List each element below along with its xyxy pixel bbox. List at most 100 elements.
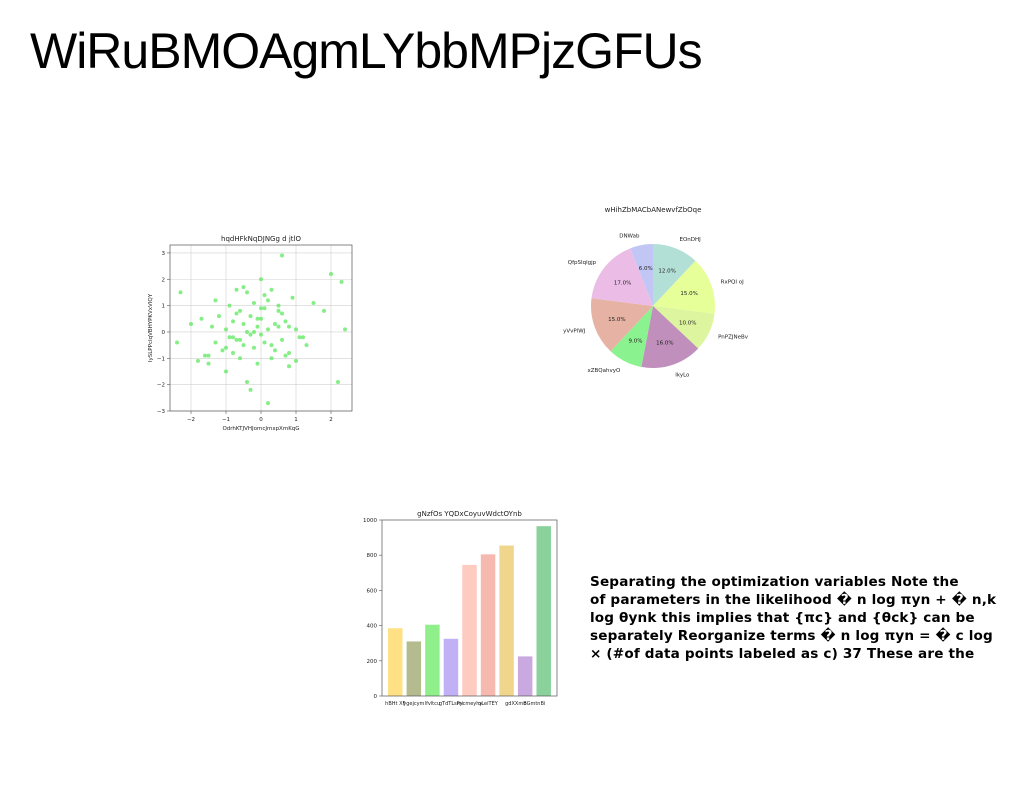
scatter-point xyxy=(234,311,239,316)
scatter-point xyxy=(241,285,246,290)
scatter-point xyxy=(304,343,309,348)
scatter-point xyxy=(287,364,291,369)
scatter-point xyxy=(238,337,242,342)
bar xyxy=(499,545,514,696)
x-axis-label: OdrhKTJVHJomcJmxpXmKqG xyxy=(222,426,299,432)
scatter-point xyxy=(294,358,298,363)
bar xyxy=(443,638,459,696)
bar xyxy=(462,564,477,696)
scatter-chart: hqdHFkNqDJNGg d jtlO −2 −1 0 1 2 −3 −2 −1 0 1 2 3 Odr… xyxy=(140,230,370,440)
text-line: Separating the optimization variables No… xyxy=(590,574,959,590)
scatter-point xyxy=(283,319,288,324)
pie-percent-label: 15.0% xyxy=(680,291,697,297)
pie-category-label: EOnDHJ xyxy=(679,237,701,243)
pie-category-label: DNWab xyxy=(619,233,640,239)
scatter-point xyxy=(213,340,218,345)
scatter-point xyxy=(255,361,260,366)
pie-slice xyxy=(630,244,653,306)
pie-percent-label: 15.0% xyxy=(608,317,625,323)
scatter-point xyxy=(311,300,316,305)
y-axis-label: IySLPPcIqVBHYPKVxVIQY xyxy=(148,293,154,362)
x-tick-label: Pycmeyhy xyxy=(457,701,483,707)
x-tick-label: 1 xyxy=(294,417,298,423)
pie-category-label: yVvPlWJ xyxy=(563,328,586,334)
scatter-point xyxy=(203,353,207,358)
y-tick-label: −2 xyxy=(157,383,165,389)
scatter-point xyxy=(206,361,211,366)
y-tick-label: 2 xyxy=(162,277,166,283)
scatter-point xyxy=(269,287,274,292)
scatter-point xyxy=(339,279,344,284)
scatter-point xyxy=(248,332,253,337)
x-tick-label: hBHt XF xyxy=(385,701,405,707)
scatter-point xyxy=(255,324,260,329)
scatter-point xyxy=(343,327,347,332)
scatter-point xyxy=(269,356,274,361)
pie-percent-label: 17.0% xyxy=(614,280,631,286)
pie-slice xyxy=(653,260,715,314)
scatter-point xyxy=(248,314,253,319)
pie-chart: wHihZbMACbANewvfZbOqe 12.0% EOnDHJ 15.0% RxP… xyxy=(560,200,770,400)
pie-category-label: PnPZJNeBv xyxy=(718,335,749,341)
scatter-point xyxy=(245,329,249,334)
x-tick-label: 0 xyxy=(259,417,263,423)
y-tick-label: 1 xyxy=(162,304,166,310)
x-tick-label: oGmtnBi xyxy=(524,701,546,707)
bar-chart-svg: gNzfOs YQDxCoyuvWdctOYnb 0 200 400 600 800 100… xyxy=(363,510,558,707)
bar xyxy=(517,656,533,696)
pie-category-label: xZBQahvyO xyxy=(588,368,621,374)
scatter-point xyxy=(234,287,239,292)
y-tick-label: 0 xyxy=(162,330,166,336)
text-line: of parameters in the likelihood � n log … xyxy=(590,592,997,608)
scatter-point xyxy=(297,335,302,340)
pie-slice xyxy=(641,306,699,368)
scatter-point xyxy=(227,335,232,340)
scatter-point xyxy=(245,380,249,385)
scatter-point xyxy=(199,316,204,321)
pie-slice xyxy=(653,306,715,349)
scatter-point xyxy=(231,335,235,340)
x-tick-label: ygejcym xyxy=(403,701,424,707)
x-tick-label: 2 xyxy=(329,417,333,423)
scatter-point xyxy=(196,358,200,363)
scatter-point xyxy=(224,345,228,350)
scatter-point xyxy=(175,340,179,345)
scatter-point xyxy=(287,324,291,329)
x-tick-label: oLeiTEY xyxy=(478,701,498,707)
scatter-point xyxy=(189,322,193,327)
x-tick-label: lfvltcu xyxy=(425,701,440,707)
bar xyxy=(406,641,422,696)
x-tick-label: −2 xyxy=(187,417,195,423)
scatter-point xyxy=(301,335,305,340)
bar xyxy=(425,624,440,696)
y-tick-label: 600 xyxy=(367,588,378,594)
scatter-point xyxy=(231,319,235,324)
pie-percent-label: 9.0% xyxy=(629,338,643,344)
scatter-point xyxy=(280,337,284,342)
scatter-point xyxy=(178,290,183,295)
text-line: × (#of data points labeled as c) 37 Thes… xyxy=(590,646,975,662)
scatter-point xyxy=(262,293,267,298)
scatter-point xyxy=(248,387,253,392)
scatter-point xyxy=(234,337,239,342)
y-tick-label: −3 xyxy=(157,409,166,415)
pie-category-label: RxPQI oJ xyxy=(721,280,744,286)
pie-slice xyxy=(591,248,653,306)
scatter-point xyxy=(238,308,242,313)
scatter-point xyxy=(276,303,281,308)
x-tick-label: gdXXmB xyxy=(505,701,527,707)
pie-percent-label: 6.0% xyxy=(639,266,653,272)
scatter-point xyxy=(259,316,263,321)
scatter-point xyxy=(259,332,263,337)
y-tick-label: 3 xyxy=(162,251,166,257)
scatter-point xyxy=(283,353,288,358)
bar-chart: gNzfOs YQDxCoyuvWdctOYnb 0 200 400 600 800 100… xyxy=(360,505,570,715)
scatter-chart-svg: hqdHFkNqDJNGg d jtlO −2 −1 0 1 2 −3 −2 −1 0 1 2 3 Odr… xyxy=(148,235,353,432)
plot-frame xyxy=(169,244,353,412)
scatter-point xyxy=(322,308,326,313)
scatter-point xyxy=(231,351,235,356)
scatter-point xyxy=(266,401,270,406)
pie-category-label: IkyLo xyxy=(675,372,690,378)
scatter-point xyxy=(336,380,340,385)
y-tick-label: 1000 xyxy=(363,518,377,524)
